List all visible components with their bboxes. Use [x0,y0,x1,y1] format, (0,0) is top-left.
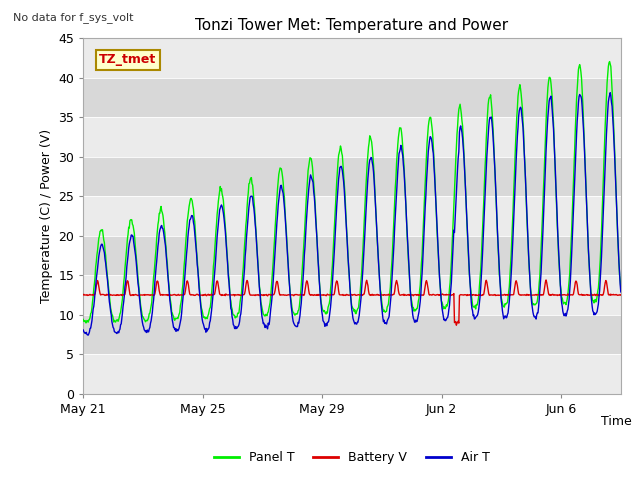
Title: Tonzi Tower Met: Temperature and Power: Tonzi Tower Met: Temperature and Power [195,18,509,33]
Y-axis label: Temperature (C) / Power (V): Temperature (C) / Power (V) [40,129,52,303]
Bar [83,157,621,196]
Bar [83,78,621,117]
Bar [83,275,621,315]
Bar [83,38,621,78]
X-axis label: Time: Time [601,415,632,428]
Bar [83,315,621,354]
Bar [83,354,621,394]
Legend: Panel T, Battery V, Air T: Panel T, Battery V, Air T [209,446,495,469]
Bar [83,196,621,236]
Text: No data for f_sys_volt: No data for f_sys_volt [13,12,133,23]
Bar [83,236,621,275]
Bar [83,117,621,157]
Text: TZ_tmet: TZ_tmet [99,53,157,66]
